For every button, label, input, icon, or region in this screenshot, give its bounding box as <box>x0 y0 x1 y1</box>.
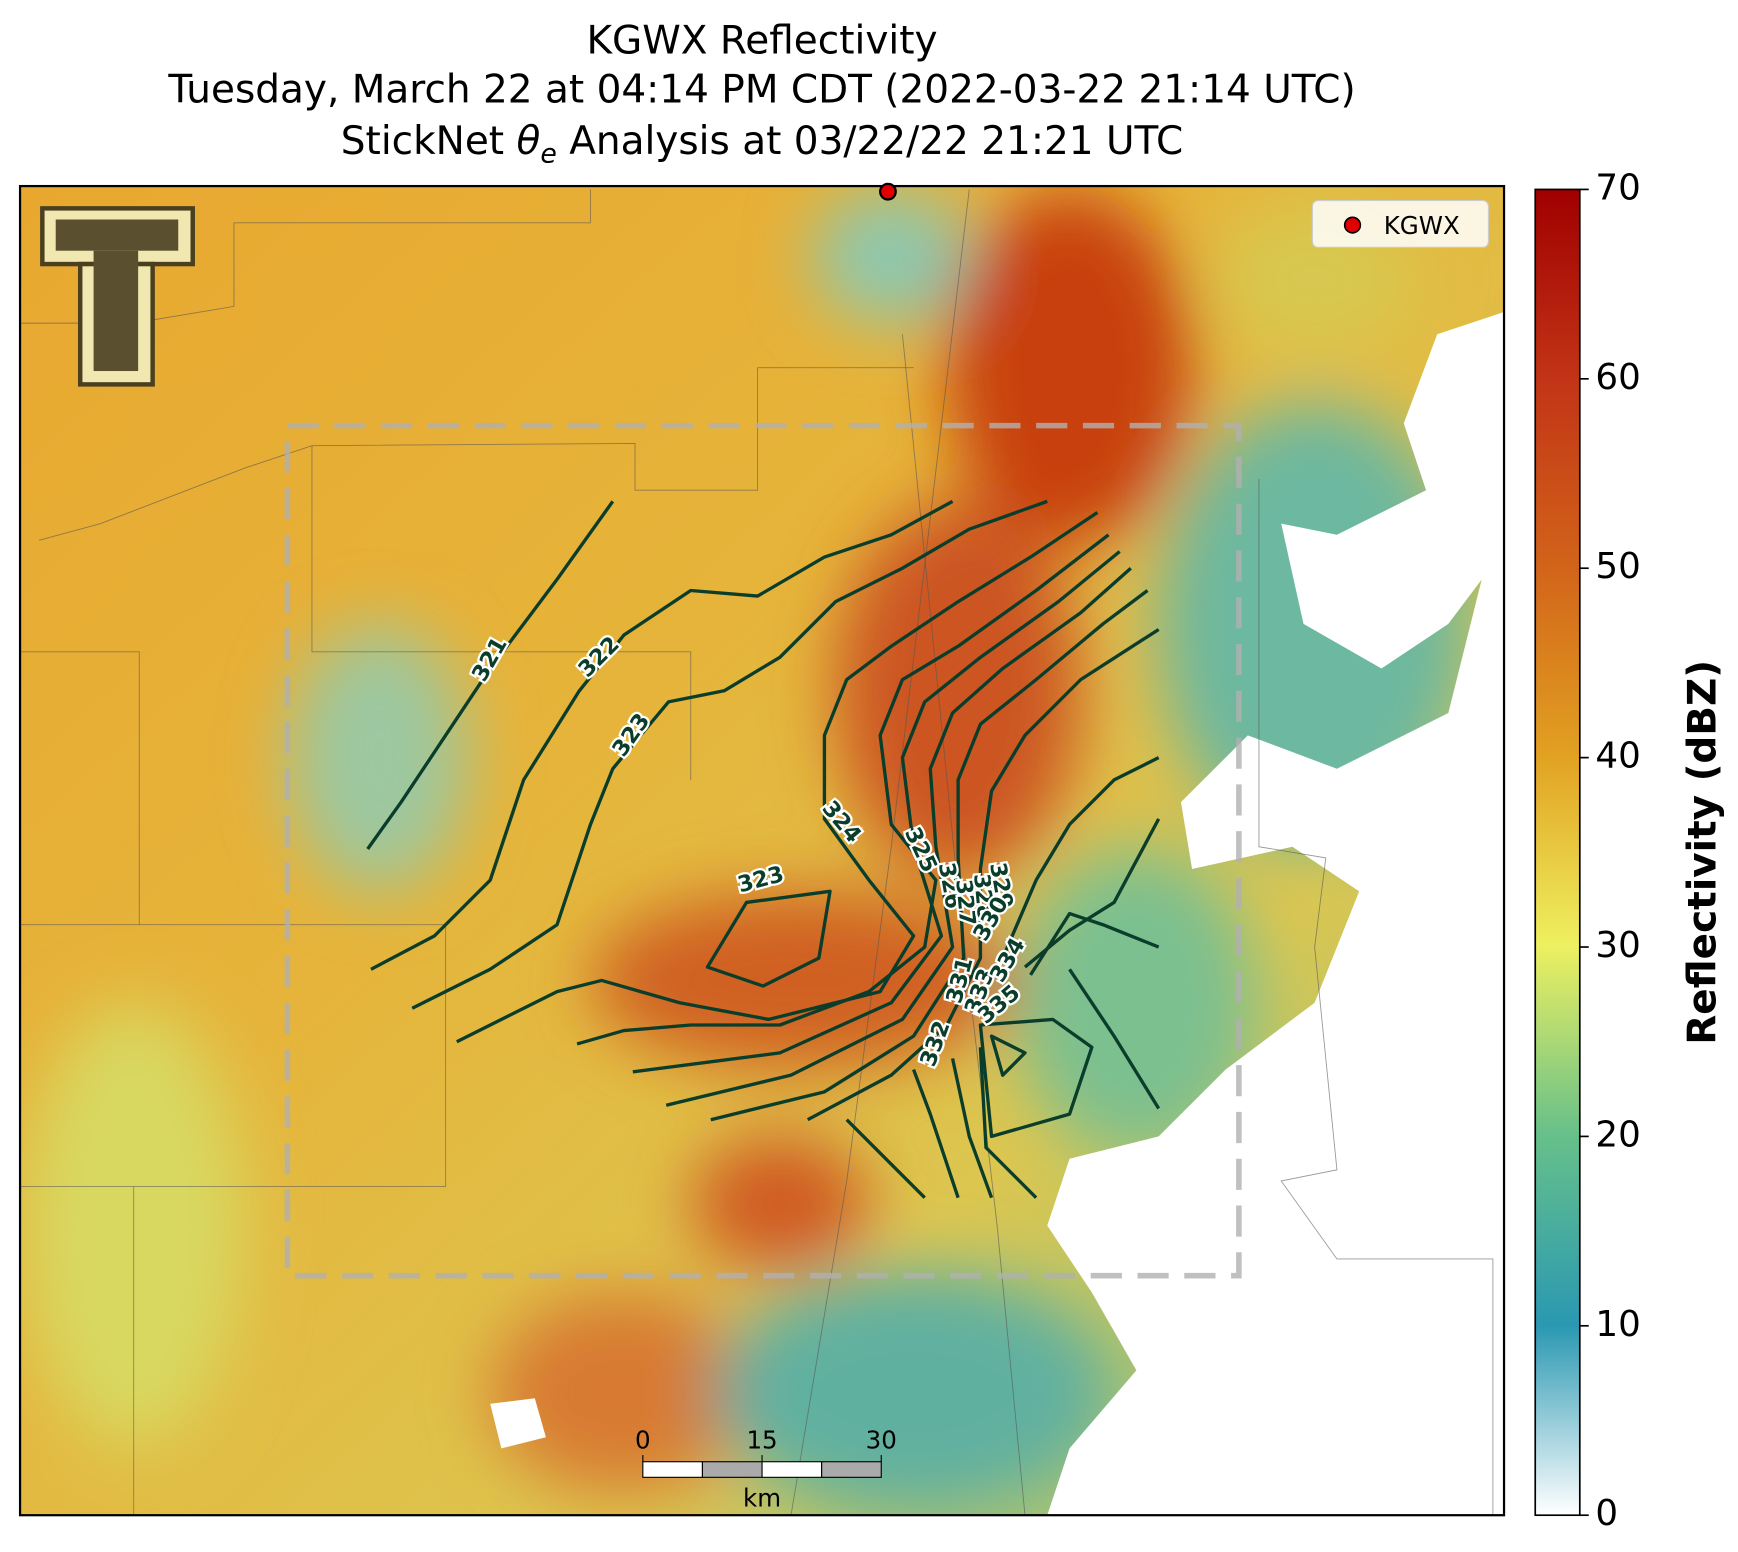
title-part: Analysis at 03/22/22 21:21 UTC <box>557 119 1183 164</box>
logo <box>40 206 195 387</box>
colorbar-tick-label: 0 <box>1595 1493 1618 1534</box>
colorbar-tick-label: 10 <box>1595 1304 1640 1345</box>
title-line: StickNet θe Analysis at 03/22/22 21:21 U… <box>341 119 1184 170</box>
scale-segment <box>701 1461 763 1478</box>
legend: KGWX <box>1311 200 1489 248</box>
legend-label: KGWX <box>1384 211 1460 240</box>
colorbar-label: Reflectivity (dBZ) <box>1681 660 1726 1045</box>
title-part: θ <box>516 119 540 164</box>
colorbar-tick-label: 30 <box>1595 925 1640 966</box>
title-line: KGWX Reflectivity <box>586 19 937 64</box>
colorbar-tick-label: 40 <box>1595 736 1640 777</box>
scale-segment <box>642 1461 703 1478</box>
scale-unit: km <box>743 1483 781 1512</box>
contour-label: 329 <box>984 861 1018 911</box>
scale-tick-label: 30 <box>866 1425 897 1454</box>
radar-site <box>879 182 897 201</box>
colorbar-tick-label: 50 <box>1595 546 1640 587</box>
legend-marker <box>1343 216 1362 234</box>
contour-label: 328 <box>968 873 998 922</box>
contours <box>366 499 1161 1199</box>
colorbar-tick-label: 70 <box>1595 167 1640 208</box>
colorbar-tick-label: 60 <box>1595 357 1640 398</box>
scale-tick-label: 15 <box>746 1425 777 1454</box>
title-part: e <box>540 139 556 170</box>
scale-tick-label: 0 <box>635 1425 651 1454</box>
legend-box <box>1311 200 1489 248</box>
map-frame <box>18 184 1506 1517</box>
scale-segment <box>761 1461 823 1478</box>
title-line: Tuesday, March 22 at 04:14 PM CDT (2022-… <box>167 68 1355 113</box>
contour-label: 326 <box>933 861 967 911</box>
colorbar <box>1534 188 1581 1517</box>
scale-bar: 0 15 30 km <box>635 1425 897 1512</box>
contour-label: 327 <box>950 878 980 927</box>
scale-segment <box>821 1461 882 1478</box>
title-part: StickNet <box>341 119 517 164</box>
analysis-box <box>284 422 1242 1279</box>
radar-field: 321 3223233233243253263273283293303313333… <box>20 186 1505 1516</box>
colorbar-tick-label: 20 <box>1595 1114 1640 1155</box>
